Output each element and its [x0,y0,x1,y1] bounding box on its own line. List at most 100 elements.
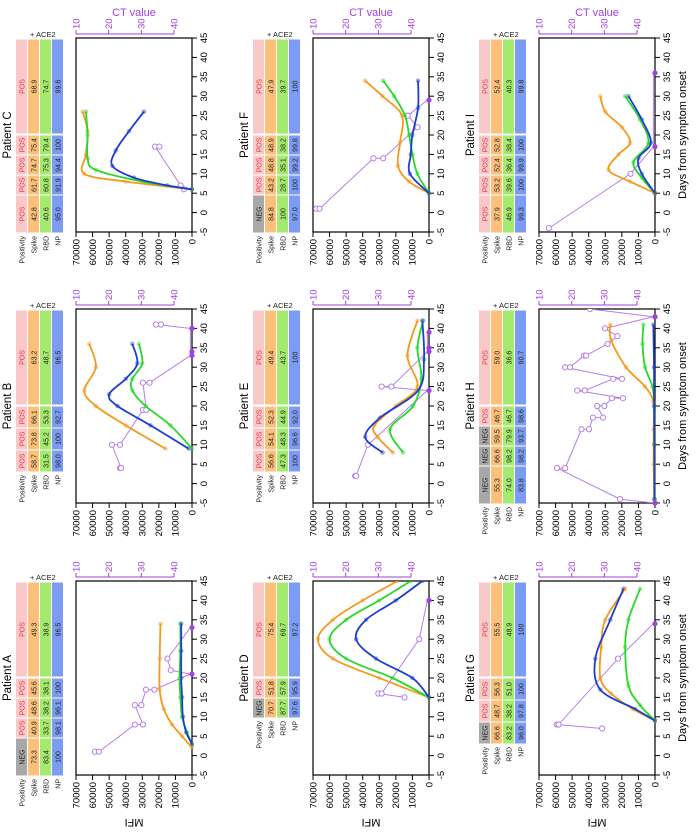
mfi-axis-label: MFI [125,816,144,828]
table-cell: 61.7 [31,178,38,192]
x-tick-label: 35 [199,343,210,354]
table-cell-bg [503,406,514,426]
table-cell: 48.3 [280,432,287,446]
ct-tick-label: 10 [534,289,545,300]
plot-area [80,109,194,193]
x-tick-label: 25 [436,381,447,392]
mfi-curve-spike [364,80,430,194]
table-cell-bg [479,195,490,233]
table-cell-bg [277,39,288,134]
table-cell: 70.7 [268,701,275,715]
table-cell-bg [277,406,288,428]
table-cell: 48.6 [31,701,38,715]
table-cell: NEG [256,206,263,221]
table-cell-ace2: POS [256,79,263,94]
table-cell-bg [28,406,39,428]
ct-point [151,686,158,693]
table-cell-bg [16,310,27,405]
y-tick-label: 50000 [104,782,115,808]
table-cell-bg [40,718,51,738]
table-cell: 98.1 [55,721,62,735]
table-cell-bg [16,738,27,776]
table-cell: 96.1 [55,701,62,715]
table-cell: 38.1 [43,681,50,695]
y-tick-label: 10000 [634,239,645,265]
y-tick-label: 40000 [584,510,595,536]
table-cell-bg [479,446,490,466]
y-tick-label: 30000 [375,782,386,808]
table-cell: 45.2 [43,432,50,446]
mfi-curve-np [407,80,430,194]
table-cell: 100 [55,433,62,445]
ct-point [139,379,147,386]
table-cell: POS [19,720,26,735]
table-cell-bg [515,722,526,744]
y-tick-label: 30000 [138,239,149,265]
mfi-curve-rbd [641,324,656,500]
table-cell-ace2: 75.4 [268,623,275,637]
table-cell: 74.7 [31,158,38,172]
ct-tick-label: 40 [169,561,180,572]
table-cell: 38.2 [280,138,287,152]
mfi-curve-rbd [328,581,430,699]
mfi-curve-np [110,111,193,191]
ace2-label: + ACE2 [493,573,519,582]
ct-point [601,325,609,332]
table-cell-bg [491,310,502,405]
y-tick-label: 30000 [601,239,612,265]
table-row-label: RBD [281,236,288,251]
table-cell: POS [256,177,263,192]
table-row-label: Spike [495,747,502,765]
ct-tick-label: 30 [600,561,611,572]
ct-point [378,690,385,697]
table-cell-bg [491,426,502,446]
table-cell-bg [253,698,264,718]
table-cell: 92.7 [55,410,62,424]
table-cell-bg [491,446,502,466]
x-tick-label: 40 [662,595,673,606]
table-cell: POS [19,700,26,715]
y-tick-label: 20000 [391,782,402,808]
table-cell-bg [289,310,300,405]
table-cell-ace2: POS [19,79,26,94]
table-cell-bg [253,450,264,472]
table-cell-bg [479,678,490,700]
table-cell: 35.1 [280,158,287,172]
panel-title: Patient I [465,114,477,156]
mfi-axis-label: MFI [362,816,381,828]
y-tick-label: 0 [424,510,435,515]
table-row-label: Spike [269,721,276,739]
table-row-label: NP [293,475,300,485]
ace2-label: + ACE2 [267,573,293,582]
x-tick-label: 30 [662,362,673,373]
table-cell-bg [491,406,502,426]
x-tick-label: 5 [662,462,673,467]
table-cell-bg [479,582,490,677]
table-cell-bg [479,722,490,744]
y-tick-label: 70000 [534,782,545,808]
y-tick-label: 50000 [341,782,352,808]
x-tick-label: 0 [199,210,210,215]
panel-title: Patient F [239,112,251,158]
table-row-label: NP [56,236,63,246]
table-cell: 38.2 [506,704,513,718]
table-cell-bg [40,155,51,175]
x-tick-label: 15 [662,149,673,160]
x-tick-label: 5 [199,462,210,467]
ct-point-negative [189,624,195,631]
y-tick-label: 0 [424,239,435,244]
table-cell: 94.4 [55,158,62,172]
y-tick-label: 0 [187,782,198,787]
table-cell: 75.3 [43,158,50,172]
x-tick-label: 10 [662,440,673,451]
table-cell-bg [265,310,276,405]
table-cell: 46.9 [506,207,513,221]
plot-area [553,586,657,732]
table-cell-ace2: POS [19,350,26,365]
x-tick-label: 5 [199,734,210,739]
table-cell: 40.6 [43,207,50,221]
y-tick-label: 60000 [325,782,336,808]
x-tick-label: 10 [436,169,447,180]
x-tick-label: 45 [662,576,673,587]
table-cell-bg [491,39,502,134]
